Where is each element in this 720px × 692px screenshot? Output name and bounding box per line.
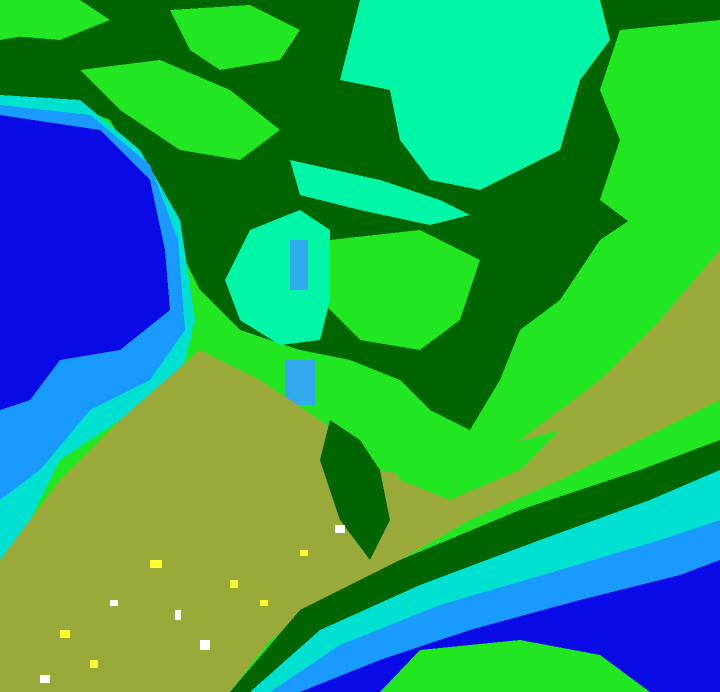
land-class-green	[320, 230, 480, 350]
land-class-aquamarine	[290, 160, 470, 225]
land-class-green	[600, 20, 720, 260]
water-class-light-blue	[290, 240, 308, 290]
speckles	[40, 525, 345, 683]
speckle	[40, 675, 50, 683]
speckle	[300, 550, 308, 556]
water-class-light-blue	[285, 360, 315, 405]
speckle	[60, 630, 70, 638]
land-class-green	[170, 5, 300, 70]
speckle	[175, 610, 181, 620]
speckle	[335, 525, 345, 533]
land-class-dark-green	[320, 420, 390, 560]
land-class-green	[0, 0, 110, 40]
speckle	[200, 640, 210, 650]
speckle	[110, 600, 118, 606]
speckle	[260, 600, 268, 606]
speckle	[230, 580, 238, 588]
land-class-green	[380, 430, 560, 500]
land-class-green	[80, 60, 280, 160]
water-class-blue	[0, 115, 170, 410]
speckle	[90, 660, 98, 668]
land-class-aquamarine	[340, 0, 610, 190]
speckle	[150, 560, 162, 568]
land-class-green	[380, 640, 650, 692]
water-class-blue	[300, 560, 720, 692]
